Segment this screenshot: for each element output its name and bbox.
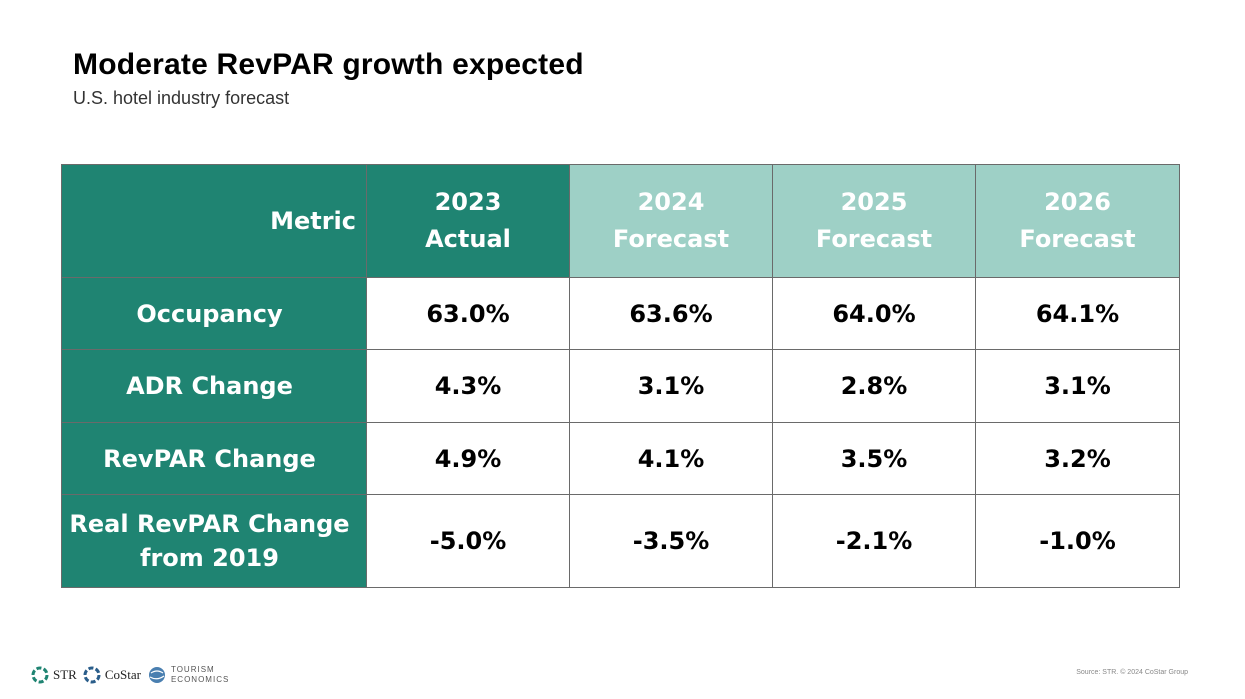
- row-label-real-revpar-line2: from 2019: [140, 544, 279, 572]
- cell-revpar-2025: 3.5%: [772, 422, 976, 495]
- cell-adr-2024: 3.1%: [569, 349, 773, 423]
- cell-revpar-2026: 3.2%: [975, 422, 1180, 495]
- cell-adr-2025: 2.8%: [772, 349, 976, 423]
- row-label-occupancy: Occupancy: [61, 277, 367, 350]
- te-line2: ECONOMICS: [170, 675, 230, 684]
- header-2023: 2023 Actual: [366, 164, 570, 278]
- cell-occupancy-2026: 64.1%: [975, 277, 1180, 350]
- table-row: RevPAR Change 4.9% 4.1% 3.5% 3.2%: [61, 422, 1180, 495]
- table-row: Real RevPAR Change from 2019 -5.0% -3.5%…: [61, 494, 1180, 588]
- table-row: ADR Change 4.3% 3.1% 2.8% 3.1%: [61, 349, 1180, 423]
- globe-icon: [148, 667, 165, 683]
- costar-logo-text: CoStar: [104, 667, 141, 682]
- cell-revpar-2023: 4.9%: [366, 422, 570, 495]
- header-2024-year: 2024: [637, 188, 705, 216]
- header-2023-label: Actual: [425, 225, 511, 253]
- str-logo: STR: [31, 666, 77, 684]
- header-2024: 2024 Forecast: [569, 164, 773, 278]
- str-logo-text: STR: [53, 667, 77, 682]
- cell-adr-2026: 3.1%: [975, 349, 1180, 423]
- page-title: Moderate RevPAR growth expected: [73, 48, 584, 81]
- header-2025-label: Forecast: [815, 225, 933, 253]
- table-row: Occupancy 63.0% 63.6% 64.0% 64.1%: [61, 277, 1180, 350]
- cell-adr-2023: 4.3%: [366, 349, 570, 423]
- header-2026-label: Forecast: [1019, 225, 1136, 253]
- header-metric: Metric: [61, 164, 367, 278]
- cell-real-revpar-2024: -3.5%: [569, 494, 773, 588]
- row-label-real-revpar-change: Real RevPAR Change from 2019: [61, 494, 367, 588]
- te-line1: TOURISM: [170, 665, 215, 674]
- cell-real-revpar-2025: -2.1%: [772, 494, 976, 588]
- forecast-table: Metric 2023 Actual 2024 Forecast 2025 Fo…: [61, 164, 1180, 588]
- header-2023-year: 2023: [434, 188, 502, 216]
- source-note: Source: STR. © 2024 CoStar Group: [1076, 669, 1188, 676]
- tourism-economics-logo: TOURISM ECONOMICS: [147, 665, 229, 685]
- header-2026: 2026 Forecast: [975, 164, 1180, 278]
- cell-real-revpar-2023: -5.0%: [366, 494, 570, 588]
- row-label-revpar-change: RevPAR Change: [61, 422, 367, 495]
- cell-revpar-2024: 4.1%: [569, 422, 773, 495]
- page-subtitle: U.S. hotel industry forecast: [73, 88, 290, 108]
- header-2025-year: 2025: [840, 188, 908, 216]
- header-row: Metric 2023 Actual 2024 Forecast 2025 Fo…: [61, 164, 1180, 278]
- header-2026-year: 2026: [1044, 188, 1111, 216]
- cell-occupancy-2025: 64.0%: [772, 277, 976, 350]
- cell-occupancy-2024: 63.6%: [569, 277, 773, 350]
- cell-occupancy-2023: 63.0%: [366, 277, 570, 350]
- header-2024-label: Forecast: [612, 225, 730, 253]
- footer-logos: STR CoStar TOURISM ECONOMICS: [31, 660, 229, 690]
- header-2025: 2025 Forecast: [772, 164, 976, 278]
- str-logo-icon: [31, 666, 49, 684]
- cell-real-revpar-2026: -1.0%: [975, 494, 1180, 588]
- costar-logo-icon: [83, 666, 101, 684]
- costar-logo: CoStar: [83, 666, 141, 684]
- row-label-real-revpar-line1: Real RevPAR Change: [69, 510, 350, 538]
- row-label-adr-change: ADR Change: [61, 349, 367, 423]
